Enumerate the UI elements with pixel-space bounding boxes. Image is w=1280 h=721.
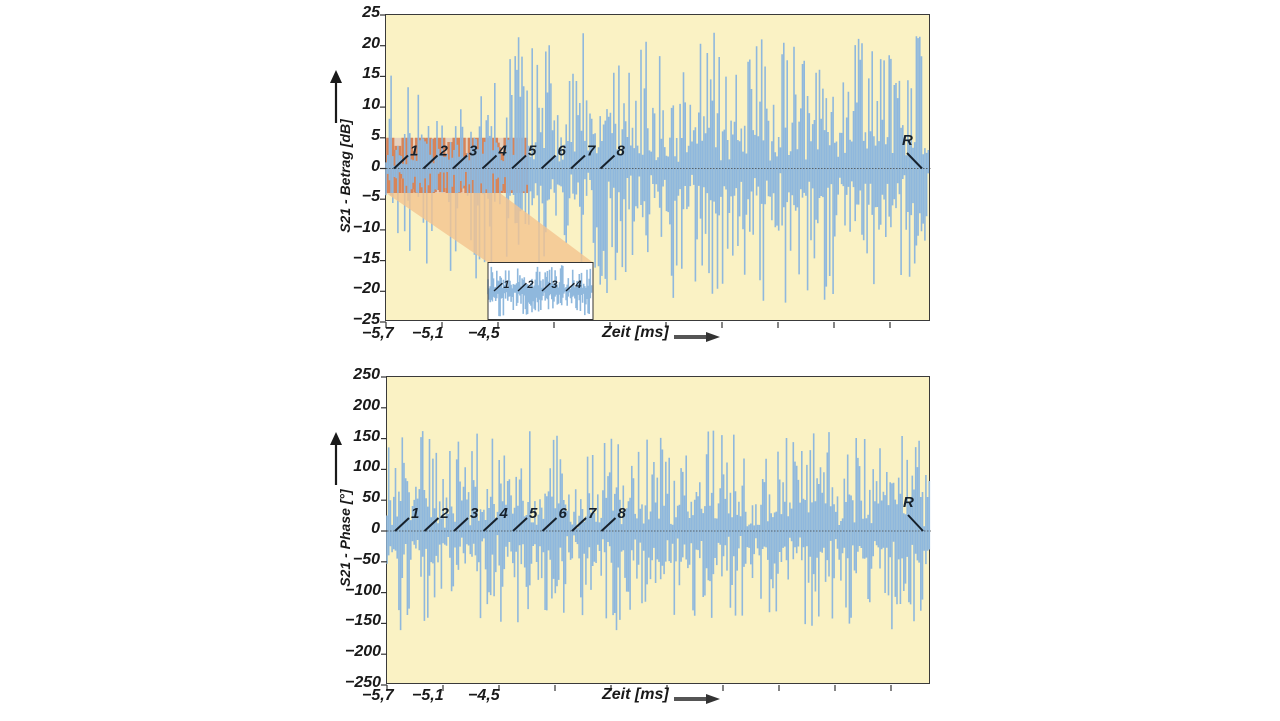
svg-text:8: 8 bbox=[618, 505, 627, 522]
svg-text:R: R bbox=[902, 132, 913, 149]
svg-text:5: 5 bbox=[528, 143, 537, 160]
svg-text:4: 4 bbox=[499, 505, 509, 522]
svg-text:4: 4 bbox=[574, 279, 581, 291]
svg-text:2: 2 bbox=[439, 143, 449, 160]
svg-text:5: 5 bbox=[529, 505, 538, 522]
svg-text:2: 2 bbox=[526, 279, 533, 291]
svg-text:1: 1 bbox=[410, 143, 418, 160]
svg-text:3: 3 bbox=[470, 505, 479, 522]
svg-text:6: 6 bbox=[558, 143, 567, 160]
svg-text:1: 1 bbox=[411, 505, 419, 522]
svg-text:7: 7 bbox=[587, 143, 596, 160]
svg-text:1: 1 bbox=[503, 279, 509, 291]
svg-text:3: 3 bbox=[469, 143, 478, 160]
svg-text:7: 7 bbox=[588, 505, 597, 522]
svg-text:2: 2 bbox=[440, 505, 450, 522]
svg-text:8: 8 bbox=[617, 143, 626, 160]
svg-text:3: 3 bbox=[551, 279, 557, 291]
svg-text:R: R bbox=[903, 494, 914, 511]
svg-text:6: 6 bbox=[559, 505, 568, 522]
svg-text:4: 4 bbox=[498, 143, 508, 160]
